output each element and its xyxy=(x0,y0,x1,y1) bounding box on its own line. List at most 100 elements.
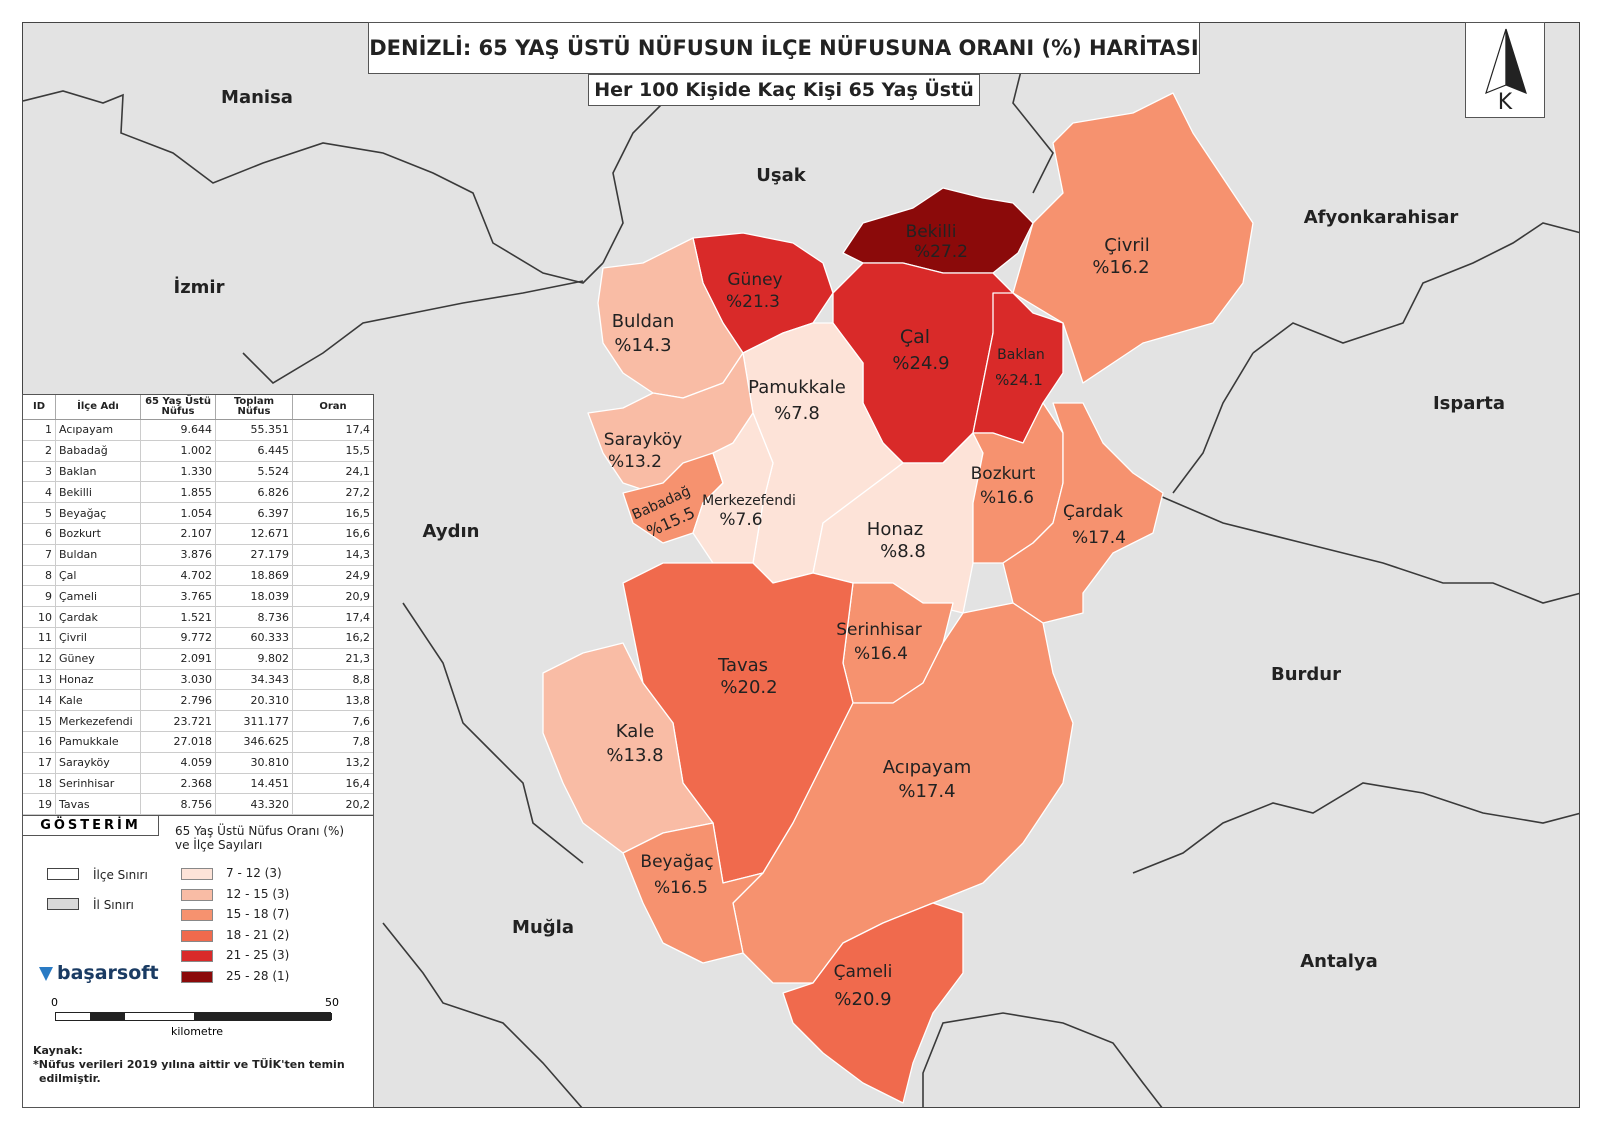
table-body: 1 Acıpayam 9.644 55.351 17,4 2 Babadağ 1.002 6.4… xyxy=(23,419,373,816)
legend-heading-line2: ve İlçe Sayıları xyxy=(175,838,263,852)
brand-mark-icon xyxy=(39,967,53,981)
cell-total: 30.810 xyxy=(215,752,293,774)
district-value-beyagac: %16.5 xyxy=(654,878,708,898)
north-arrow: K xyxy=(1465,22,1545,118)
cell-district: Serinhisar xyxy=(55,773,141,795)
scale-seg xyxy=(90,1013,125,1020)
map-canvas: Manisa Uşak Afyonkarahisar İzmir Isparta… xyxy=(23,23,1579,1107)
cell-district: Çardak xyxy=(55,606,141,628)
table-row: 14 Kale 2.796 20.310 13,8 xyxy=(23,689,373,712)
cell-elderly: 4.702 xyxy=(140,565,216,587)
scale-start: 0 xyxy=(51,996,58,1009)
cell-elderly: 3.876 xyxy=(140,544,216,566)
map-title: DENİZLİ: 65 YAŞ ÜSTÜ NÜFUSUN İLÇE NÜFUSU… xyxy=(368,22,1200,74)
cell-total: 8.736 xyxy=(215,606,293,628)
legend-class-label: 7 - 12 (3) xyxy=(226,866,282,880)
province-border-isparta-burdur xyxy=(1152,492,1579,604)
cell-district: Çivril xyxy=(55,627,141,649)
cell-ratio: 7,8 xyxy=(292,731,373,753)
district-value-tavas: %20.2 xyxy=(720,677,777,698)
cell-district: Bozkurt xyxy=(55,523,141,545)
province-border-aydin-mugla xyxy=(402,602,584,864)
district-value-guney: %21.3 xyxy=(726,292,780,312)
scale-seg xyxy=(125,1013,194,1020)
district-label-civril: Çivril xyxy=(1104,235,1150,256)
scale-unit: kilometre xyxy=(171,1025,224,1038)
district-acipayam xyxy=(732,602,1074,984)
cell-total: 6.826 xyxy=(215,481,293,504)
cell-district: Güney xyxy=(55,648,141,670)
scale-end: 50 xyxy=(325,996,339,1009)
cell-district: Babadağ xyxy=(55,440,141,462)
cell-ratio: 21,3 xyxy=(292,648,373,670)
cell-ratio: 16,6 xyxy=(292,523,373,545)
cell-elderly: 3.030 xyxy=(140,669,216,691)
table-row: 16 Pamukkale 27.018 346.625 7,8 xyxy=(23,731,373,753)
district-label-cal: Çal xyxy=(900,326,930,348)
cell-elderly: 1.054 xyxy=(140,502,216,524)
cell-ratio: 20,2 xyxy=(292,793,373,816)
cell-ratio: 14,3 xyxy=(292,544,373,566)
district-label-pamukkale: Pamukkale xyxy=(748,377,846,398)
col-header-district: İlçe Adı xyxy=(55,395,141,420)
cell-ratio: 27,2 xyxy=(292,481,373,504)
district-value-merkezefendi: %7.6 xyxy=(719,510,762,530)
cell-elderly: 8.756 xyxy=(140,793,216,816)
table-row: 12 Güney 2.091 9.802 21,3 xyxy=(23,648,373,670)
col-header-ratio: Oran xyxy=(292,395,373,420)
cell-total: 6.397 xyxy=(215,502,293,524)
province-label-mugla: Muğla xyxy=(512,917,574,938)
province-label-manisa: Manisa xyxy=(221,87,293,108)
cell-district: Honaz xyxy=(55,669,141,691)
table-row: 7 Buldan 3.876 27.179 14,3 xyxy=(23,544,373,566)
north-arrow-icon xyxy=(1485,28,1527,95)
cell-id: 6 xyxy=(23,523,56,545)
cell-total: 12.671 xyxy=(215,523,293,545)
cell-total: 60.333 xyxy=(215,627,293,649)
cell-elderly: 9.644 xyxy=(140,419,216,441)
cell-district: Beyağaç xyxy=(55,502,141,524)
cell-id: 7 xyxy=(23,544,56,566)
cell-id: 1 xyxy=(23,419,56,441)
district-label-acipayam: Acıpayam xyxy=(883,757,972,778)
cell-id: 8 xyxy=(23,565,56,587)
cell-total: 34.343 xyxy=(215,669,293,691)
cell-elderly: 2.091 xyxy=(140,648,216,670)
cell-id: 5 xyxy=(23,502,56,524)
cell-elderly: 23.721 xyxy=(140,710,216,732)
district-value-serinhisar: %16.4 xyxy=(854,644,908,664)
cell-ratio: 15,5 xyxy=(292,440,373,462)
table-row: 15 Merkezefendi 23.721 311.177 7,6 xyxy=(23,710,373,732)
district-label-sarayko: Sarayköy xyxy=(604,430,682,450)
legend-swatch xyxy=(181,929,213,942)
cell-ratio: 17,4 xyxy=(292,419,373,441)
district-cardak xyxy=(1002,402,1164,624)
cell-total: 20.310 xyxy=(215,689,293,712)
cell-id: 17 xyxy=(23,752,56,774)
table-row: 6 Bozkurt 2.107 12.671 16,6 xyxy=(23,523,373,545)
cell-district: Sarayköy xyxy=(55,752,141,774)
cell-elderly: 4.059 xyxy=(140,752,216,774)
district-label-buldan: Buldan xyxy=(612,311,675,332)
cell-total: 55.351 xyxy=(215,419,293,441)
legend-heading-line1: 65 Yaş Üstü Nüfus Oranı (%) xyxy=(175,824,345,838)
table-row: 4 Bekilli 1.855 6.826 27,2 xyxy=(23,481,373,504)
source-note: Kaynak: *Nüfus verileri 2019 yılına aitt… xyxy=(33,1044,363,1086)
legend-swatch xyxy=(181,950,213,962)
cell-id: 9 xyxy=(23,585,56,608)
cell-id: 18 xyxy=(23,773,56,795)
province-border-isparta-afyon-south xyxy=(1172,352,1254,494)
cell-elderly: 27.018 xyxy=(140,731,216,753)
cell-district: Tavas xyxy=(55,793,141,816)
district-value-cameli: %20.9 xyxy=(834,989,891,1010)
legend-swatch xyxy=(181,970,213,983)
cell-ratio: 24,1 xyxy=(292,461,373,483)
table-row: 10 Çardak 1.521 8.736 17,4 xyxy=(23,606,373,628)
legend-heading: 65 Yaş Üstü Nüfus Oranı (%) ve İlçe Sayı… xyxy=(175,824,344,852)
table-row: 17 Sarayköy 4.059 30.810 13,2 xyxy=(23,752,373,774)
cell-id: 14 xyxy=(23,689,56,712)
district-value-pamukkale: %7.8 xyxy=(774,403,820,424)
district-value-cal: %24.9 xyxy=(892,353,949,374)
cell-elderly: 9.772 xyxy=(140,627,216,649)
cell-ratio: 16,4 xyxy=(292,773,373,795)
